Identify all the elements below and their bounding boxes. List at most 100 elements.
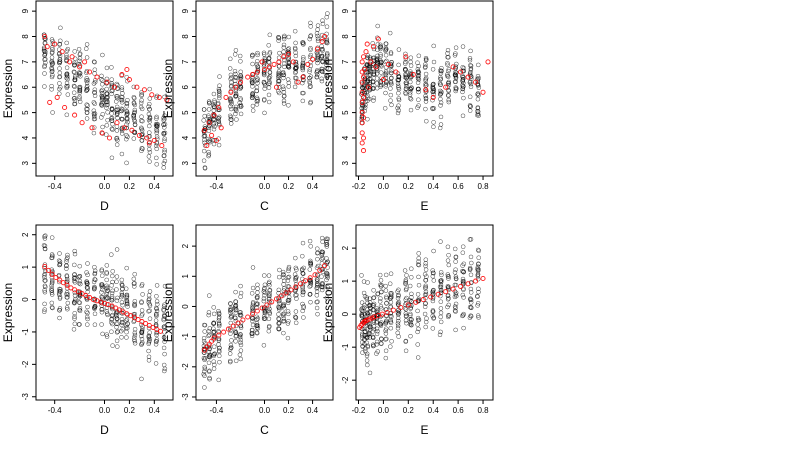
data-point [216, 119, 222, 124]
data-point [109, 283, 114, 288]
data-point [375, 36, 381, 42]
data-point [445, 244, 451, 250]
data-point [233, 111, 238, 117]
data-point [438, 91, 443, 97]
data-point [99, 90, 105, 96]
data-point [238, 290, 244, 296]
data-point [249, 291, 255, 296]
data-point [64, 257, 69, 262]
data-point [71, 83, 77, 89]
data-point [156, 94, 162, 100]
data-point [79, 120, 85, 126]
data-point [230, 323, 236, 329]
y-tick-label: 3 [341, 161, 350, 166]
data-point [396, 47, 402, 52]
data-point [64, 84, 69, 89]
data-point [408, 59, 413, 65]
y-tick-label: -1 [181, 333, 190, 341]
data-point [72, 70, 77, 75]
data-point [319, 58, 325, 64]
data-point [452, 282, 458, 288]
data-point [388, 325, 394, 331]
data-point [43, 278, 48, 283]
data-point [49, 252, 55, 257]
data-point [377, 299, 383, 304]
data-point [301, 271, 306, 277]
data-point [286, 266, 291, 272]
data-point [162, 325, 167, 331]
data-point [254, 62, 260, 67]
data-point [453, 86, 459, 92]
data-point [280, 311, 286, 317]
data-point [211, 352, 216, 357]
data-point [324, 295, 330, 301]
data-point [124, 294, 130, 299]
data-point [281, 98, 287, 104]
data-point [99, 322, 104, 327]
data-point [453, 274, 459, 279]
data-point [154, 146, 159, 152]
data-point [216, 86, 222, 92]
data-point [293, 59, 299, 65]
data-point [431, 89, 437, 95]
data-point [49, 235, 55, 240]
data-point [262, 110, 267, 116]
data-point [285, 278, 291, 283]
data-point [114, 247, 120, 252]
data-point [249, 311, 256, 317]
data-point [395, 110, 401, 116]
data-point [211, 335, 217, 341]
data-point [262, 72, 267, 78]
data-point [388, 311, 393, 316]
data-point [114, 330, 120, 335]
data-point [300, 289, 306, 295]
data-point [85, 322, 90, 327]
data-point [300, 308, 305, 314]
y-tick-label: -2 [21, 360, 30, 368]
data-point [453, 290, 459, 296]
data-point [438, 314, 443, 320]
data-point [109, 106, 115, 112]
data-point [216, 332, 222, 338]
data-point [43, 60, 48, 66]
data-point [99, 301, 105, 306]
data-point [293, 255, 298, 261]
data-point [307, 291, 313, 297]
data-point [85, 316, 90, 322]
data-point [430, 289, 435, 295]
data-point [228, 76, 233, 82]
data-point [408, 96, 414, 102]
data-point [369, 315, 375, 321]
data-point [161, 362, 167, 368]
data-point [125, 97, 130, 103]
data-point [430, 268, 435, 273]
data-point [266, 316, 272, 322]
data-point [384, 318, 389, 324]
data-point [281, 61, 287, 66]
data-point [460, 73, 465, 79]
data-point [276, 296, 281, 301]
data-point [261, 70, 267, 75]
data-point [154, 329, 160, 335]
data-point [281, 72, 287, 78]
data-point [232, 78, 238, 83]
data-point [461, 295, 466, 300]
data-point [404, 84, 409, 89]
data-point [319, 76, 324, 82]
data-point [85, 286, 90, 291]
data-point [114, 298, 120, 303]
y-tick-label: 1 [181, 274, 190, 279]
data-point [146, 333, 152, 338]
data-point [105, 288, 110, 293]
data-point [201, 355, 207, 361]
data-point [384, 309, 390, 316]
data-point [234, 93, 239, 98]
x-tick-label: 0.6 [453, 406, 465, 415]
data-point [437, 88, 443, 94]
data-point [139, 132, 145, 138]
data-point [360, 148, 367, 154]
data-point [76, 295, 82, 300]
data-point [395, 330, 400, 336]
data-point [85, 281, 90, 286]
data-point [439, 68, 444, 74]
